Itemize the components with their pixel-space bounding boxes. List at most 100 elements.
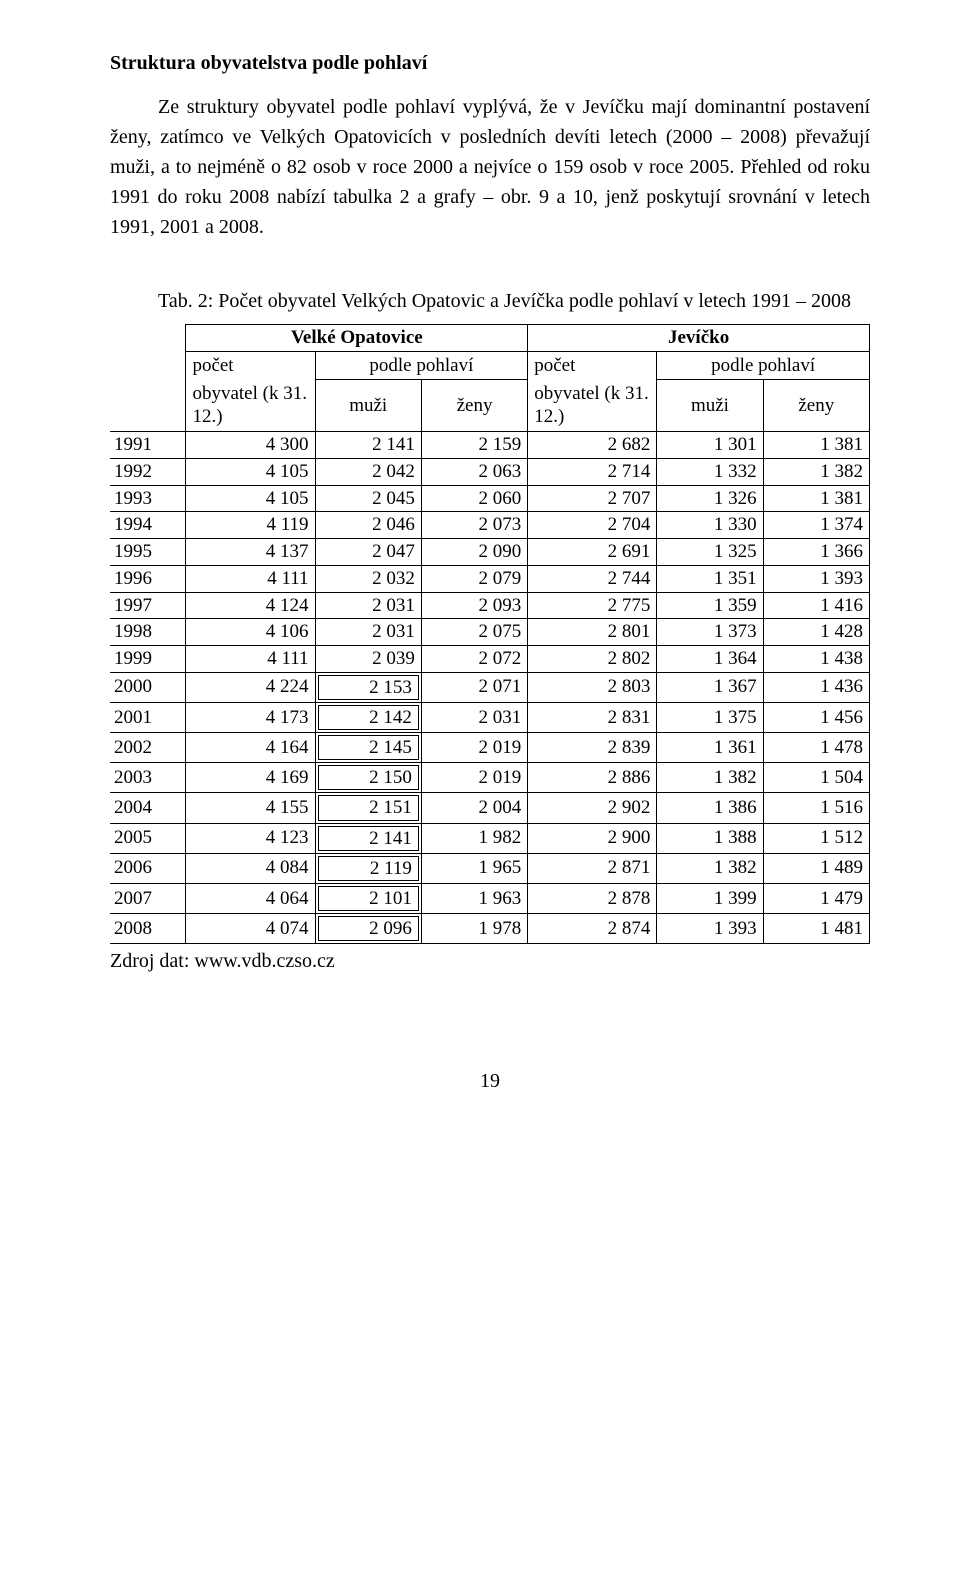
cell-jev-muzi: 1 382 — [657, 853, 763, 883]
cell-jev-zeny: 1 436 — [763, 672, 869, 702]
cell-vo-total: 4 074 — [186, 914, 315, 944]
cell-vo-muzi: 2 031 — [315, 619, 421, 646]
cell-vo-total: 4 111 — [186, 646, 315, 673]
cell-vo-muzi: 2 096 — [315, 914, 421, 944]
cell-jev-total: 2 900 — [528, 823, 657, 853]
cell-jev-total: 2 839 — [528, 733, 657, 763]
cell-year: 2005 — [110, 823, 186, 853]
table-row: 20084 0742 0961 9782 8741 3931 481 — [110, 914, 870, 944]
population-table: Velké Opatovice Jevíčko počet podle pohl… — [110, 324, 870, 944]
cell-jev-muzi: 1 388 — [657, 823, 763, 853]
cell-year: 1999 — [110, 646, 186, 673]
cell-jev-muzi: 1 332 — [657, 458, 763, 485]
cell-jev-muzi: 1 375 — [657, 702, 763, 732]
cell-vo-total: 4 105 — [186, 485, 315, 512]
page-number: 19 — [110, 1066, 870, 1096]
table-row: 19984 1062 0312 0752 8011 3731 428 — [110, 619, 870, 646]
cell-jev-zeny: 1 504 — [763, 763, 869, 793]
cell-jev-zeny: 1 479 — [763, 883, 869, 913]
cell-vo-total: 4 105 — [186, 458, 315, 485]
cell-vo-total: 4 111 — [186, 565, 315, 592]
cell-vo-total: 4 224 — [186, 672, 315, 702]
cell-vo-zeny: 1 978 — [421, 914, 527, 944]
cell-year: 1991 — [110, 432, 186, 459]
cell-jev-zeny: 1 428 — [763, 619, 869, 646]
cell-vo-muzi: 2 151 — [315, 793, 421, 823]
cell-jev-muzi: 1 364 — [657, 646, 763, 673]
cell-jev-zeny: 1 512 — [763, 823, 869, 853]
table-row: 20004 2242 1532 0712 8031 3671 436 — [110, 672, 870, 702]
table-row: 19954 1372 0472 0902 6911 3251 366 — [110, 539, 870, 566]
cell-vo-total: 4 119 — [186, 512, 315, 539]
cell-vo-zeny: 2 071 — [421, 672, 527, 702]
cell-vo-zeny: 2 075 — [421, 619, 527, 646]
cell-vo-muzi: 2 031 — [315, 592, 421, 619]
cell-jev-zeny: 1 382 — [763, 458, 869, 485]
table-row: 20034 1692 1502 0192 8861 3821 504 — [110, 763, 870, 793]
cell-year: 2003 — [110, 763, 186, 793]
cell-vo-zeny: 2 072 — [421, 646, 527, 673]
cell-vo-total: 4 123 — [186, 823, 315, 853]
cell-jev-muzi: 1 386 — [657, 793, 763, 823]
cell-jev-zeny: 1 489 — [763, 853, 869, 883]
cell-vo-muzi: 2 047 — [315, 539, 421, 566]
cell-year: 2006 — [110, 853, 186, 883]
cell-jev-total: 2 874 — [528, 914, 657, 944]
cell-jev-zeny: 1 516 — [763, 793, 869, 823]
cell-jev-zeny: 1 374 — [763, 512, 869, 539]
table-row: 19994 1112 0392 0722 8021 3641 438 — [110, 646, 870, 673]
table-row: 20014 1732 1422 0312 8311 3751 456 — [110, 702, 870, 732]
cell-jev-zeny: 1 416 — [763, 592, 869, 619]
cell-jev-total: 2 704 — [528, 512, 657, 539]
cell-vo-total: 4 064 — [186, 883, 315, 913]
header-pocet-jev: počet — [528, 351, 657, 379]
cell-vo-total: 4 084 — [186, 853, 315, 883]
cell-year: 1998 — [110, 619, 186, 646]
cell-year: 2007 — [110, 883, 186, 913]
table-row: 19964 1112 0322 0792 7441 3511 393 — [110, 565, 870, 592]
table-head-row-3: obyvatel (k 31. 12.) muži ženy obyvatel … — [110, 380, 870, 432]
section-heading: Struktura obyvatelstva podle pohlaví — [110, 48, 870, 78]
cell-vo-muzi: 2 150 — [315, 763, 421, 793]
table-row: 19934 1052 0452 0602 7071 3261 381 — [110, 485, 870, 512]
cell-vo-muzi: 2 141 — [315, 823, 421, 853]
cell-vo-muzi: 2 141 — [315, 432, 421, 459]
cell-jev-muzi: 1 326 — [657, 485, 763, 512]
cell-year: 2002 — [110, 733, 186, 763]
cell-vo-muzi: 2 042 — [315, 458, 421, 485]
cell-year: 2000 — [110, 672, 186, 702]
header-podle-jev: podle pohlaví — [657, 351, 870, 379]
cell-jev-muzi: 1 359 — [657, 592, 763, 619]
cell-jev-total: 2 801 — [528, 619, 657, 646]
cell-jev-total: 2 871 — [528, 853, 657, 883]
cell-jev-zeny: 1 393 — [763, 565, 869, 592]
cell-year: 1995 — [110, 539, 186, 566]
cell-jev-muzi: 1 373 — [657, 619, 763, 646]
cell-vo-zeny: 2 004 — [421, 793, 527, 823]
cell-jev-total: 2 802 — [528, 646, 657, 673]
table-row: 19914 3002 1412 1592 6821 3011 381 — [110, 432, 870, 459]
corner-blank — [110, 325, 186, 432]
cell-vo-muzi: 2 142 — [315, 702, 421, 732]
cell-vo-total: 4 155 — [186, 793, 315, 823]
cell-vo-zeny: 2 090 — [421, 539, 527, 566]
cell-year: 1996 — [110, 565, 186, 592]
cell-vo-zeny: 1 965 — [421, 853, 527, 883]
cell-jev-zeny: 1 478 — [763, 733, 869, 763]
cell-jev-total: 2 682 — [528, 432, 657, 459]
cell-vo-muzi: 2 032 — [315, 565, 421, 592]
cell-jev-total: 2 886 — [528, 763, 657, 793]
header-zeny-vo: ženy — [421, 380, 527, 432]
cell-vo-zeny: 2 073 — [421, 512, 527, 539]
header-zeny-jev: ženy — [763, 380, 869, 432]
table-head-row-2: počet podle pohlaví počet podle pohlaví — [110, 351, 870, 379]
cell-vo-zeny: 2 060 — [421, 485, 527, 512]
cell-vo-zeny: 2 031 — [421, 702, 527, 732]
cell-jev-zeny: 1 456 — [763, 702, 869, 732]
table-row: 20074 0642 1011 9632 8781 3991 479 — [110, 883, 870, 913]
cell-year: 1993 — [110, 485, 186, 512]
cell-vo-total: 4 124 — [186, 592, 315, 619]
cell-vo-muzi: 2 145 — [315, 733, 421, 763]
cell-jev-muzi: 1 361 — [657, 733, 763, 763]
cell-vo-muzi: 2 039 — [315, 646, 421, 673]
